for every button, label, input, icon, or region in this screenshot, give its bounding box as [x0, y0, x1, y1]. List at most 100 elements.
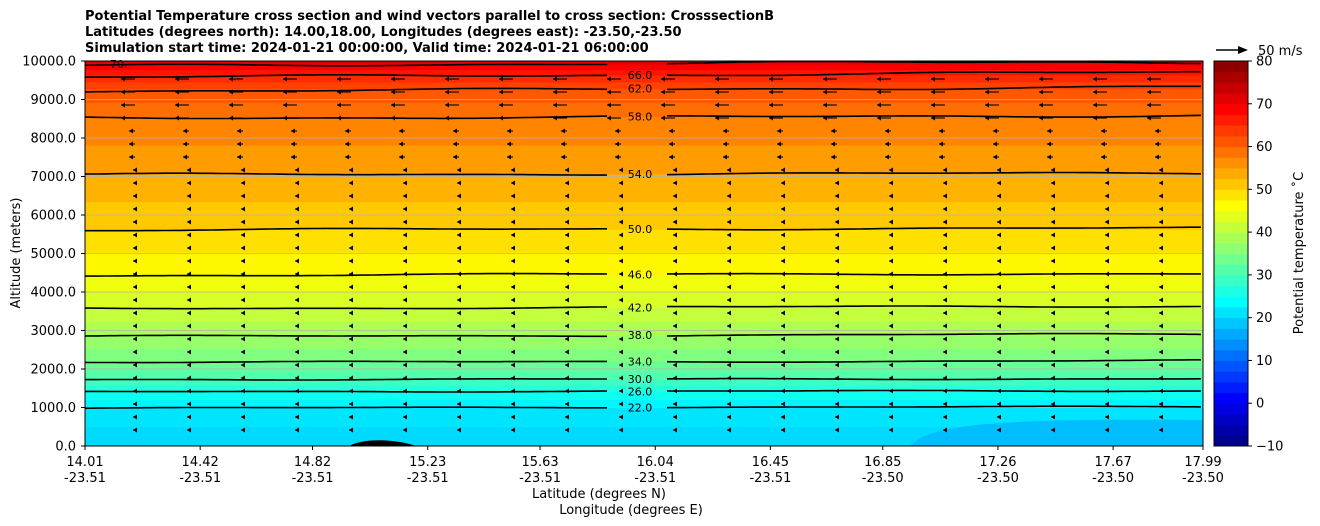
contour-label: 54.0 — [628, 168, 653, 181]
wind-vector-head — [133, 206, 137, 212]
wind-vector-head — [993, 128, 997, 134]
colorbar-segment — [1214, 381, 1248, 394]
colorbar-label: Potential temperature ˚C — [1291, 172, 1307, 335]
wind-vector-head — [673, 245, 677, 251]
wind-vector-head — [403, 388, 407, 394]
wind-vector-head — [561, 154, 565, 160]
wind-vector-head — [241, 310, 245, 316]
colorbar-segment — [1214, 157, 1248, 169]
wind-vector-head — [403, 336, 407, 342]
contour-line-30.0 — [85, 377, 1201, 381]
contour-line-46.0 — [85, 272, 1201, 277]
wind-vector-head — [511, 336, 515, 342]
wind-vector-head — [457, 245, 461, 251]
wind-vector-head — [1047, 154, 1051, 160]
wind-vector-head — [565, 427, 569, 433]
wind-vector-head — [673, 206, 677, 212]
wind-vector-head — [997, 375, 1001, 381]
wind-vector-head — [1101, 128, 1105, 134]
wind-vector-head — [769, 115, 773, 121]
wind-vector-head — [619, 206, 623, 212]
wind-vector-head — [187, 349, 191, 355]
wind-vector-head — [939, 128, 943, 134]
wind-vector-head — [1051, 193, 1055, 199]
wind-vector-head — [781, 297, 785, 303]
wind-vector-head — [349, 206, 353, 212]
wind-vector-head — [1047, 128, 1051, 134]
terrain-bump — [349, 440, 417, 446]
wind-vector-head — [565, 271, 569, 277]
wind-vector-head — [133, 336, 137, 342]
wind-vector-head — [295, 206, 299, 212]
wind-vector-head — [457, 297, 461, 303]
wind-vector-head — [889, 297, 893, 303]
wind-vector-head — [349, 414, 353, 420]
temperature-band — [85, 391, 1203, 401]
wind-vector-head — [175, 115, 179, 121]
wind-vector-head — [943, 180, 947, 186]
wind-vector-head — [565, 232, 569, 238]
wind-vector-head — [565, 206, 569, 212]
wind-vector-head — [391, 115, 395, 121]
wind-vector-head — [187, 401, 191, 407]
wind-vector-head — [283, 115, 287, 121]
wind-vector-head — [835, 388, 839, 394]
wind-vector-head — [1159, 232, 1163, 238]
wind-vector-head — [349, 310, 353, 316]
wind-vector-head — [831, 141, 835, 147]
wind-vector-head — [777, 128, 781, 134]
colorbar-segment — [1214, 200, 1248, 212]
contour-line-62.0 — [85, 85, 1201, 93]
wind-vector-head — [187, 297, 191, 303]
wind-vector-head — [997, 206, 1001, 212]
wind-vector-head — [673, 427, 677, 433]
wind-vector-head — [1155, 154, 1159, 160]
wind-vector-head — [403, 271, 407, 277]
wind-vector-head — [187, 284, 191, 290]
temperature-band — [85, 61, 1203, 64]
wind-reference-label: 50 m/s — [1258, 44, 1303, 59]
wind-vector-head — [511, 219, 515, 225]
wind-vector-head — [133, 180, 137, 186]
temperature-band — [85, 307, 1203, 322]
wind-vector-head — [241, 336, 245, 342]
temperature-band — [85, 321, 1203, 336]
wind-vector-head — [457, 219, 461, 225]
wind-vector-head — [835, 219, 839, 225]
wind-vector-head — [1159, 193, 1163, 199]
wind-vector-head — [1159, 388, 1163, 394]
wind-vector-head — [553, 76, 557, 82]
colorbar-segment — [1214, 135, 1248, 148]
wind-vector-head — [241, 232, 245, 238]
wind-vector-head — [835, 323, 839, 329]
x-tick-label-lat: 15.23 — [409, 455, 446, 470]
wind-vector-head — [565, 245, 569, 251]
wind-vector-head — [885, 141, 889, 147]
wind-vector-head — [715, 76, 719, 82]
wind-vector-head — [661, 76, 665, 82]
wind-vector-head — [1105, 414, 1109, 420]
wind-vector-head — [295, 414, 299, 420]
wind-vector-head — [229, 76, 233, 82]
wind-vector-head — [511, 284, 515, 290]
x-tick-label-lon: -23.51 — [292, 471, 334, 486]
wind-vector-head — [1051, 375, 1055, 381]
wind-vector-head — [453, 141, 457, 147]
wind-vector-head — [553, 102, 557, 108]
wind-vector-head — [187, 258, 191, 264]
wind-vector-head — [1159, 180, 1163, 186]
wind-vector-head — [889, 336, 893, 342]
wind-vector-head — [619, 414, 623, 420]
wind-vector-head — [931, 76, 935, 82]
wind-vector-head — [781, 245, 785, 251]
wind-vector-head — [337, 115, 341, 121]
wind-vector-head — [619, 284, 623, 290]
wind-vector-head — [769, 76, 773, 82]
wind-vector-head — [727, 323, 731, 329]
wind-vector-head — [349, 232, 353, 238]
wind-vector-head — [241, 388, 245, 394]
wind-vector-head — [727, 336, 731, 342]
wind-vector-head — [1105, 167, 1109, 173]
wind-vector-head — [283, 102, 287, 108]
wind-vector-head — [121, 102, 125, 108]
